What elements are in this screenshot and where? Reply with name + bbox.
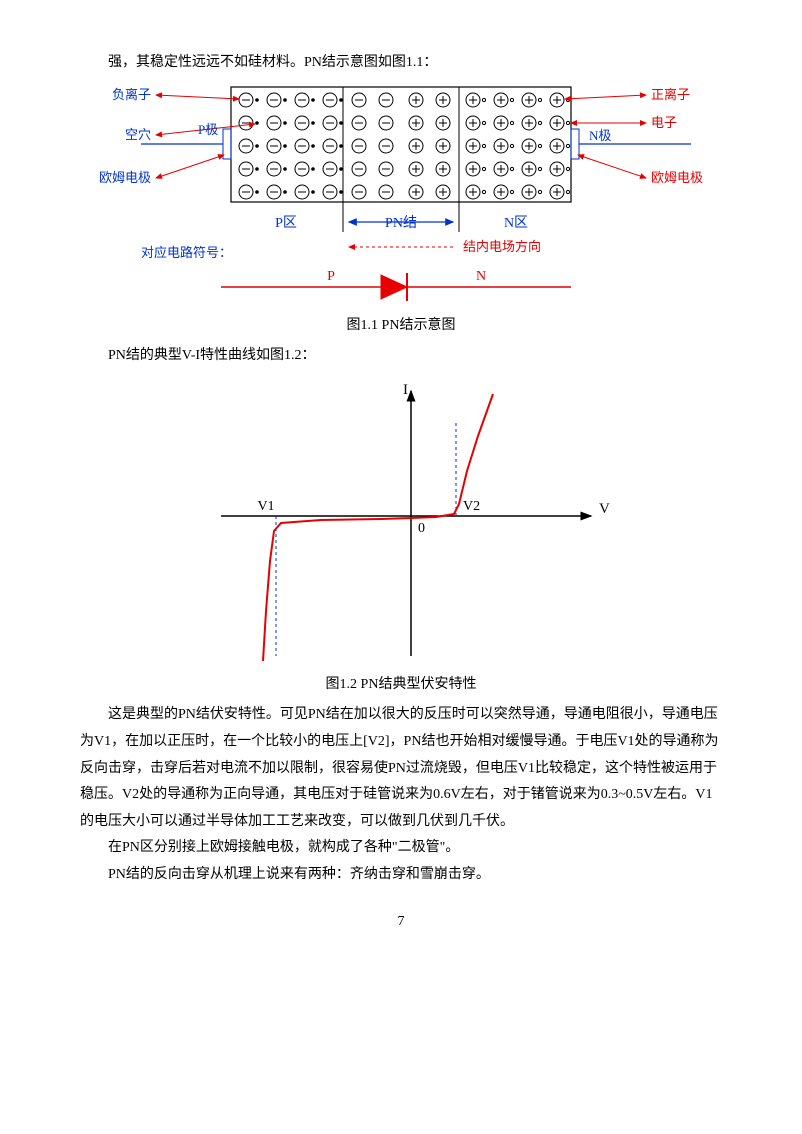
- label-v1: V1: [257, 499, 274, 514]
- label-posion: 正离子: [651, 87, 690, 102]
- page-number: 7: [80, 909, 722, 936]
- axis-0: 0: [418, 521, 425, 536]
- label-hole: 空穴: [125, 127, 151, 142]
- body-p1: 这是典型的PN结伏安特性。可见PN结在加以很大的反压时可以突然导通，导通电阻很小…: [80, 702, 722, 835]
- label-electron: 电子: [651, 115, 677, 130]
- fig2-caption: 图1.2 PN结典型伏安特性: [80, 672, 722, 699]
- label-pregion: P区: [275, 215, 297, 231]
- line2: PN结的典型V-I特性曲线如图1.2：: [80, 343, 722, 370]
- body-p2: 在PN区分别接上欧姆接触电极，就构成了各种"二极管"。: [80, 835, 722, 862]
- label-ohm-left: 欧姆电极: [99, 170, 151, 185]
- label-symbol: 对应电路符号：: [141, 245, 232, 260]
- label-npole: N极: [589, 128, 611, 143]
- fig1-caption: 图1.1 PN结示意图: [80, 313, 722, 340]
- sym-n: N: [476, 269, 486, 284]
- axis-i: I: [403, 382, 408, 398]
- label-field: 结内电场方向: [463, 239, 541, 254]
- label-v2: V2: [463, 499, 480, 514]
- label-negion: 负离子: [112, 87, 151, 102]
- sym-p: P: [327, 269, 335, 284]
- axis-v: V: [599, 501, 610, 517]
- intro-text: 强，其稳定性远远不如硅材料。PN结示意图如图1.1：: [80, 50, 722, 77]
- label-nregion: N区: [504, 215, 528, 231]
- pn-diagram: 负离子 空穴 欧姆电极 P极 正离子 电子 欧姆电极 N极 P区 PN结 N区 …: [81, 77, 721, 307]
- vi-curve: I V 0 V1 V2: [181, 376, 621, 666]
- label-pn: PN结: [385, 215, 417, 231]
- body-p3: PN结的反向击穿从机理上说来有两种：齐纳击穿和雪崩击穿。: [80, 862, 722, 889]
- label-ppole: P极: [198, 122, 218, 137]
- label-ohm-right: 欧姆电极: [651, 170, 703, 185]
